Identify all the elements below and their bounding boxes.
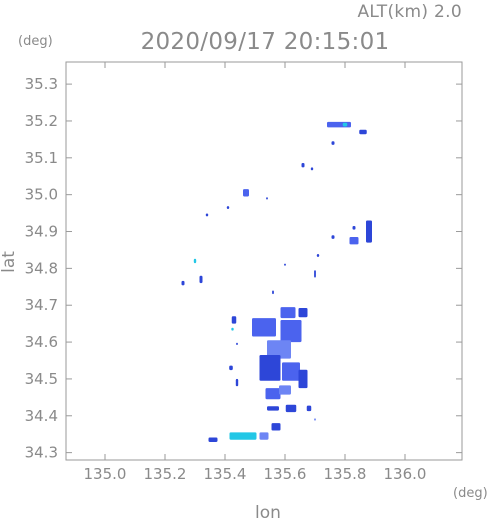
x-axis-unit: (deg) [453, 486, 488, 501]
echo-cell [235, 378, 239, 387]
echo-cell [199, 275, 203, 284]
echo-cell [310, 167, 314, 171]
echo-cell [229, 432, 257, 440]
y-tick-label: 35.1 [25, 149, 58, 167]
x-axis-label: lon [255, 503, 281, 521]
altitude-label: ALT(km) 2.0 [357, 2, 462, 22]
echo-cell [306, 405, 312, 412]
y-tick-label: 34.6 [25, 333, 58, 351]
x-tick-label: 135.0 [84, 465, 127, 483]
y-tick-label: 35.3 [25, 75, 58, 93]
echo-cell [231, 327, 234, 331]
y-tick-label: 34.5 [25, 370, 58, 388]
plot-frame [65, 61, 463, 461]
echo-cell [279, 385, 291, 395]
echo-cell [314, 418, 316, 421]
y-tick-label: 35.0 [25, 186, 58, 204]
echo-cell [280, 319, 302, 343]
echo-cell [229, 365, 233, 371]
echo-cell [267, 340, 291, 359]
x-tick-label: 135.4 [204, 465, 247, 483]
y-tick-label: 34.9 [25, 223, 58, 241]
y-tick-label: 34.7 [25, 296, 58, 314]
x-tick-label: 136.0 [384, 465, 427, 483]
echo-cell [226, 206, 230, 210]
echo-cell [314, 270, 316, 278]
x-tick-label: 135.8 [324, 465, 367, 483]
echo-cell [259, 354, 281, 381]
echo-layer [181, 121, 372, 442]
echo-cell [271, 423, 281, 431]
echo-cell [236, 342, 238, 346]
echo-cell [331, 235, 335, 239]
chart-title: 2020/09/17 20:15:01 [141, 29, 390, 55]
echo-cell [243, 189, 249, 197]
echo-cell [366, 220, 372, 243]
echo-cell [359, 129, 367, 135]
echo-cell [301, 162, 305, 168]
echo-cell [252, 318, 276, 337]
echo-cell [272, 290, 274, 295]
y-tick-label: 35.2 [25, 112, 58, 130]
echo-cell [193, 258, 197, 264]
x-axis-ticks: 135.0 135.2 135.4 135.6 135.8 136.0 [84, 62, 427, 483]
echo-cell [331, 141, 335, 145]
echo-cell [205, 213, 209, 217]
echo-cell [208, 437, 218, 442]
echo-cell [266, 197, 268, 200]
echo-cell [259, 432, 269, 440]
y-tick-label: 34.3 [25, 444, 58, 462]
echo-cell [327, 121, 351, 128]
echo-cell [280, 307, 296, 319]
echo-cell [352, 225, 356, 230]
y-axis-unit: (deg) [18, 34, 53, 49]
echo-cell [316, 253, 320, 257]
echo-cell [265, 388, 281, 400]
echo-cell [342, 122, 348, 127]
echo-cell [349, 237, 359, 245]
echo-cell [231, 316, 237, 324]
x-tick-label: 135.6 [264, 465, 307, 483]
echo-cell [298, 307, 308, 318]
x-tick-label: 135.2 [144, 465, 187, 483]
echo-cell [282, 362, 300, 381]
echo-cell [181, 280, 185, 286]
echo-cell [267, 406, 279, 411]
y-tick-label: 34.8 [25, 259, 58, 277]
echo-cell [285, 404, 297, 413]
y-axis-ticks: 34.3 34.4 34.5 34.6 34.7 34.8 34.9 35.0 35.1 35.2… [25, 75, 462, 462]
echo-cell [284, 263, 286, 266]
y-tick-label: 34.4 [25, 407, 58, 425]
y-axis-label: lat [0, 251, 19, 273]
echo-cell [298, 369, 308, 389]
